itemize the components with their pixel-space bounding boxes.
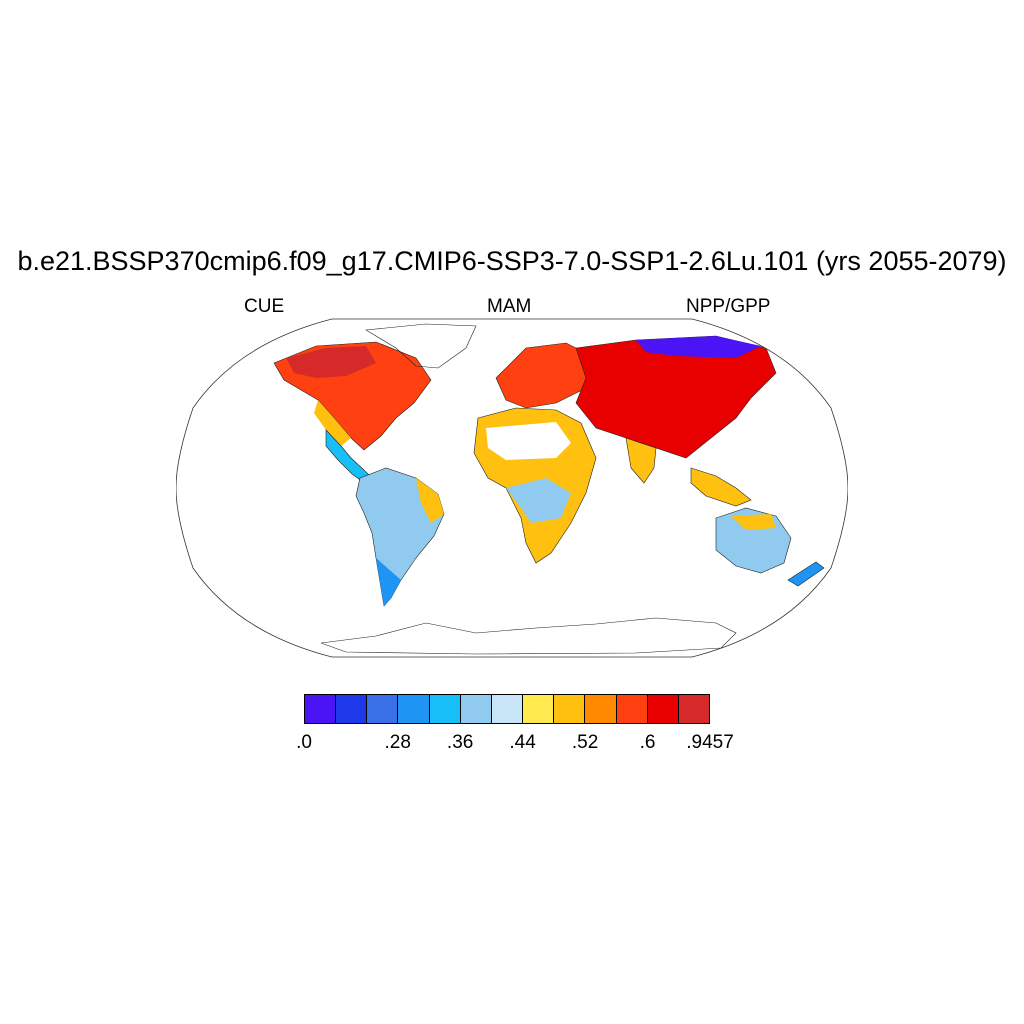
colorbar-tick-label: .6 — [639, 732, 656, 753]
region-sa-south — [376, 558, 401, 606]
colorbar-swatch — [616, 695, 648, 723]
subtitle-variable: CUE — [244, 296, 285, 317]
colorbar-swatch — [429, 695, 461, 723]
landmass-new-zealand — [787, 561, 825, 587]
world-map — [176, 318, 848, 658]
colorbar-swatch — [398, 695, 430, 723]
colorbar-swatch — [305, 695, 337, 723]
region-sa-east — [416, 478, 444, 523]
subtitle-season: MAM — [487, 296, 532, 317]
colorbar-swatch — [678, 695, 710, 723]
region-na-arctic — [286, 346, 376, 378]
landmass-south-america — [355, 467, 445, 607]
colorbar-tick-label: .44 — [509, 732, 536, 753]
region-india — [625, 437, 657, 484]
colorbar-tick-label: .9457 — [686, 732, 734, 753]
region-na-south — [314, 400, 351, 446]
landmass-greenland — [365, 323, 477, 369]
region-sahara — [486, 422, 571, 460]
colorbar-swatch — [523, 695, 555, 723]
colorbar-tick-label: .28 — [384, 732, 411, 753]
colorbar-swatch — [554, 695, 586, 723]
region-se-asia — [690, 467, 752, 507]
colorbar-swatch — [647, 695, 679, 723]
colorbar-tick-label: .36 — [446, 732, 474, 753]
colorbar-swatch — [336, 695, 368, 723]
map-boundary — [176, 318, 848, 658]
colorbar-swatch — [585, 695, 617, 723]
colorbar-swatch — [367, 695, 399, 723]
landmass-antarctica — [320, 617, 737, 655]
region-siberia-arctic — [636, 336, 761, 358]
subtitle-units: NPP/GPP — [686, 296, 771, 317]
colorbar-swatch — [491, 695, 524, 723]
region-australia-north — [731, 514, 776, 530]
region-central-africa — [506, 478, 571, 523]
colorbar-swatch — [460, 695, 492, 723]
colorbar-tick-label: .0 — [296, 732, 312, 753]
colorbar — [304, 694, 710, 724]
plot-title: b.e21.BSSP370cmip6.f09_g17.CMIP6-SSP3-7.… — [17, 246, 1007, 276]
colorbar-tick-label: .52 — [571, 732, 599, 753]
